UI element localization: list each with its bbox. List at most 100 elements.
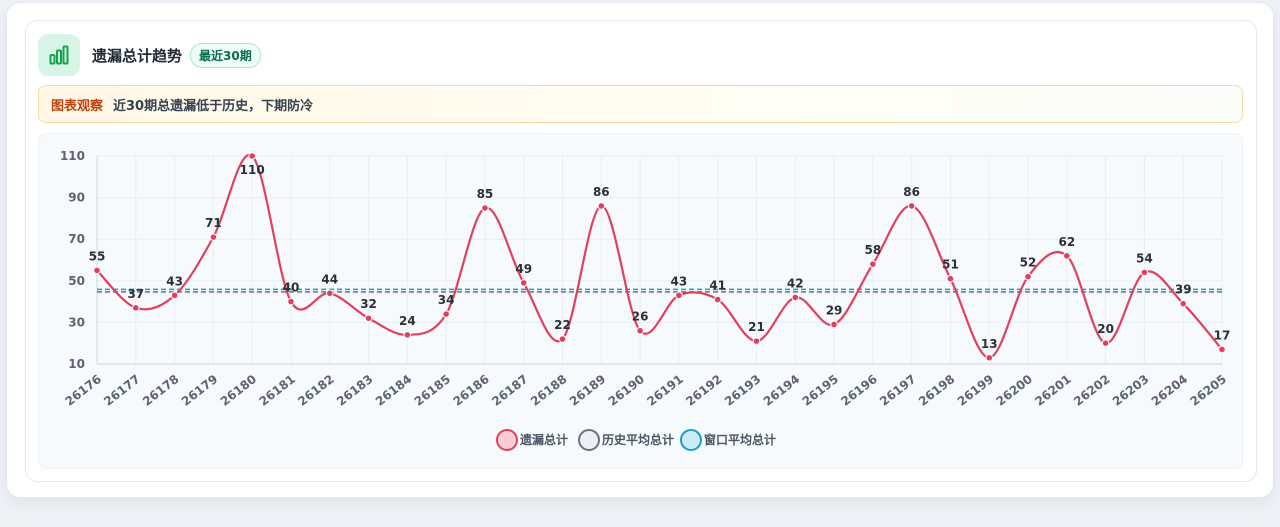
data-point: [752, 337, 761, 345]
x-tick-label: 26183: [334, 372, 376, 409]
data-point: [442, 310, 450, 318]
card-header: 遗漏总计趋势 最近30期: [38, 33, 261, 77]
data-point: [325, 289, 334, 298]
data-label: 85: [477, 187, 494, 201]
grid: [96, 155, 1223, 365]
data-point: [1140, 268, 1149, 277]
data-label: 51: [942, 258, 959, 272]
data-point: [131, 304, 140, 312]
x-tick-label: 26198: [916, 372, 958, 409]
legend-marker: [496, 429, 518, 451]
data-label: 86: [903, 185, 920, 199]
x-tick-label: 26184: [373, 372, 415, 409]
trend-card: 遗漏总计趋势 最近30期 图表观察 近30期总遗漏低于历史，下期防冷 10 30 5…: [25, 20, 1257, 482]
x-tick-label: 26201: [1032, 372, 1074, 409]
chart-legend: 遗漏总计 历史平均总计 窗口平均总计: [496, 429, 776, 451]
data-label: 44: [321, 272, 338, 286]
data-point: [985, 353, 994, 362]
data-label: 21: [748, 320, 765, 334]
x-tick-label: 26200: [994, 372, 1036, 409]
data-label: 62: [1058, 235, 1075, 249]
data-label: 13: [981, 337, 998, 351]
legend-marker: [578, 429, 600, 451]
data-label: 110: [240, 163, 265, 177]
data-label: 24: [399, 314, 416, 328]
y-tick-label: 30: [68, 315, 85, 329]
x-tick-label: 26194: [761, 372, 803, 409]
data-label: 32: [360, 297, 377, 311]
legend-label: 历史平均总计: [602, 432, 674, 447]
x-tick-label: 26192: [683, 372, 725, 409]
data-point: [1101, 339, 1110, 347]
x-tick-label: 26205: [1187, 372, 1229, 409]
data-label: 71: [205, 216, 222, 230]
x-tick-label: 26180: [218, 372, 260, 409]
x-tick-label: 26196: [838, 372, 880, 409]
data-label: 55: [89, 249, 106, 263]
omission-total-line: [96, 153, 1223, 359]
data-point: [481, 204, 489, 212]
data-point: [519, 279, 528, 287]
x-tick-label: 26186: [450, 372, 492, 409]
legend-label: 遗漏总计: [519, 432, 568, 447]
data-point: [597, 202, 606, 210]
data-label: 39: [1175, 283, 1192, 297]
x-tick-label: 26188: [528, 372, 570, 409]
x-tick-label: 26178: [140, 372, 182, 409]
x-tick-label: 26199: [955, 372, 997, 409]
page-panel: 遗漏总计趋势 最近30期 图表观察 近30期总遗漏低于历史，下期防冷 10 30 5…: [6, 2, 1274, 498]
chart-area: 10 30 50 70 90 110 26176 26177 26178 26179 26180 26…: [38, 133, 1243, 469]
legend-window-average: 窗口平均总计: [680, 429, 776, 451]
data-label: 41: [709, 279, 726, 293]
data-point: [248, 152, 256, 160]
observation-text: 近30期总遗漏低于历史，下期防冷: [113, 98, 314, 114]
observation-banner: 图表观察 近30期总遗漏低于历史，下期防冷: [38, 85, 1243, 123]
data-point: [791, 293, 800, 302]
data-label: 34: [438, 293, 455, 307]
period-badge: 最近30期: [190, 42, 261, 68]
trend-line-chart: 1030507090110261762617726178261792618026…: [60, 149, 1231, 451]
data-point: [170, 291, 179, 300]
data-label: 42: [787, 276, 804, 290]
data-label: 17: [1214, 328, 1231, 342]
data-label: 54: [1136, 251, 1153, 265]
data-point: [907, 202, 916, 210]
data-point: [1218, 345, 1226, 354]
data-point: [287, 297, 295, 306]
data-label: 49: [515, 262, 532, 276]
x-tick-label: 26177: [101, 372, 143, 409]
data-point: [93, 266, 101, 275]
legend-historical-average: 历史平均总计: [578, 429, 674, 451]
data-point: [946, 274, 955, 283]
data-label: 29: [826, 303, 843, 317]
card-title: 遗漏总计趋势: [92, 46, 183, 65]
data-label: 20: [1097, 322, 1114, 336]
data-label: 37: [127, 287, 144, 301]
observation-label: 图表观察: [51, 98, 104, 114]
y-tick-label: 70: [68, 232, 85, 246]
x-tick-label: 26181: [256, 372, 298, 409]
y-tick-label: 110: [60, 149, 85, 163]
x-tick-label: 26195: [800, 372, 842, 409]
legend-label: 窗口平均总计: [704, 432, 776, 447]
x-tick-label: 26179: [179, 372, 221, 409]
x-tick-label: 26185: [412, 372, 454, 409]
data-label: 52: [1020, 256, 1037, 270]
data-point: [364, 314, 373, 323]
data-point: [209, 233, 218, 241]
x-tick-label: 26182: [295, 372, 337, 409]
x-tick-label: 26202: [1071, 372, 1113, 409]
x-tick-label: 26176: [62, 372, 104, 409]
data-label: 43: [166, 274, 183, 288]
data-point: [1063, 252, 1071, 260]
legend-omission-total: 遗漏总计: [496, 429, 568, 451]
data-point: [713, 295, 722, 304]
data-label: 86: [593, 185, 610, 199]
x-tick-label: 26189: [567, 372, 609, 409]
x-tick-label: 26187: [489, 372, 531, 409]
data-point: [636, 326, 644, 335]
data-point: [1024, 272, 1032, 281]
data-label: 43: [671, 274, 688, 288]
x-tick-label: 26190: [606, 372, 648, 409]
data-label: 26: [632, 310, 649, 324]
